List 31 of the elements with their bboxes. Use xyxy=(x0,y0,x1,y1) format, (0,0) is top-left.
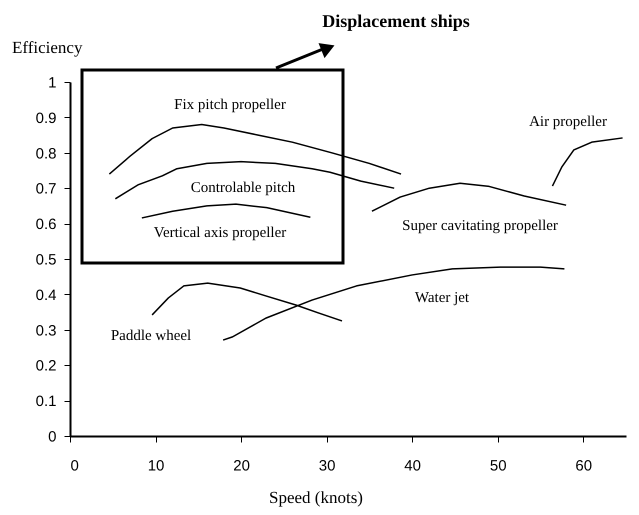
series-label: Water jet xyxy=(414,290,470,306)
x-tick-label: 50 xyxy=(490,458,507,474)
y-tick-label: 0 xyxy=(48,428,56,446)
x-axis-title: Speed (knots) xyxy=(269,488,363,507)
text: Displacement ships xyxy=(322,11,470,31)
y-tick-label: 0.5 xyxy=(36,252,56,268)
series-label: Air propeller xyxy=(529,114,607,130)
x-tick-label: 10 xyxy=(148,458,164,474)
y-tick-label: 0.7 xyxy=(36,180,56,198)
y-tick-label: 0.6 xyxy=(36,216,56,234)
x-tick-label: 60 xyxy=(575,458,592,474)
x-tick-label: 40 xyxy=(404,458,421,474)
x-tick-label: 20 xyxy=(233,458,250,474)
y-tick-label: 1 xyxy=(48,74,56,92)
line-series xyxy=(552,137,624,187)
y-tick-label: 0.1 xyxy=(36,393,56,410)
series-label: Vertical axis propeller xyxy=(154,225,286,241)
series-label: Fix pitch propeller xyxy=(174,97,286,113)
line-series xyxy=(371,182,567,212)
y-tick-label: 0.3 xyxy=(36,322,56,340)
series-label: Paddle wheel xyxy=(110,328,192,344)
y-axis-title: Efficiency xyxy=(12,38,83,57)
series-label: Super cavitating propeller xyxy=(402,218,558,234)
series-label: Controlable pitch xyxy=(190,180,296,196)
x-tick-label: 0 xyxy=(70,458,79,474)
y-tick-label: 0.4 xyxy=(36,286,56,304)
line-series xyxy=(141,203,312,219)
x-tick-label: 30 xyxy=(318,458,336,474)
y-tick-label: 0.9 xyxy=(36,110,56,127)
y-tick-label: 0.8 xyxy=(36,145,56,162)
y-tick-label: 0.2 xyxy=(36,358,56,375)
